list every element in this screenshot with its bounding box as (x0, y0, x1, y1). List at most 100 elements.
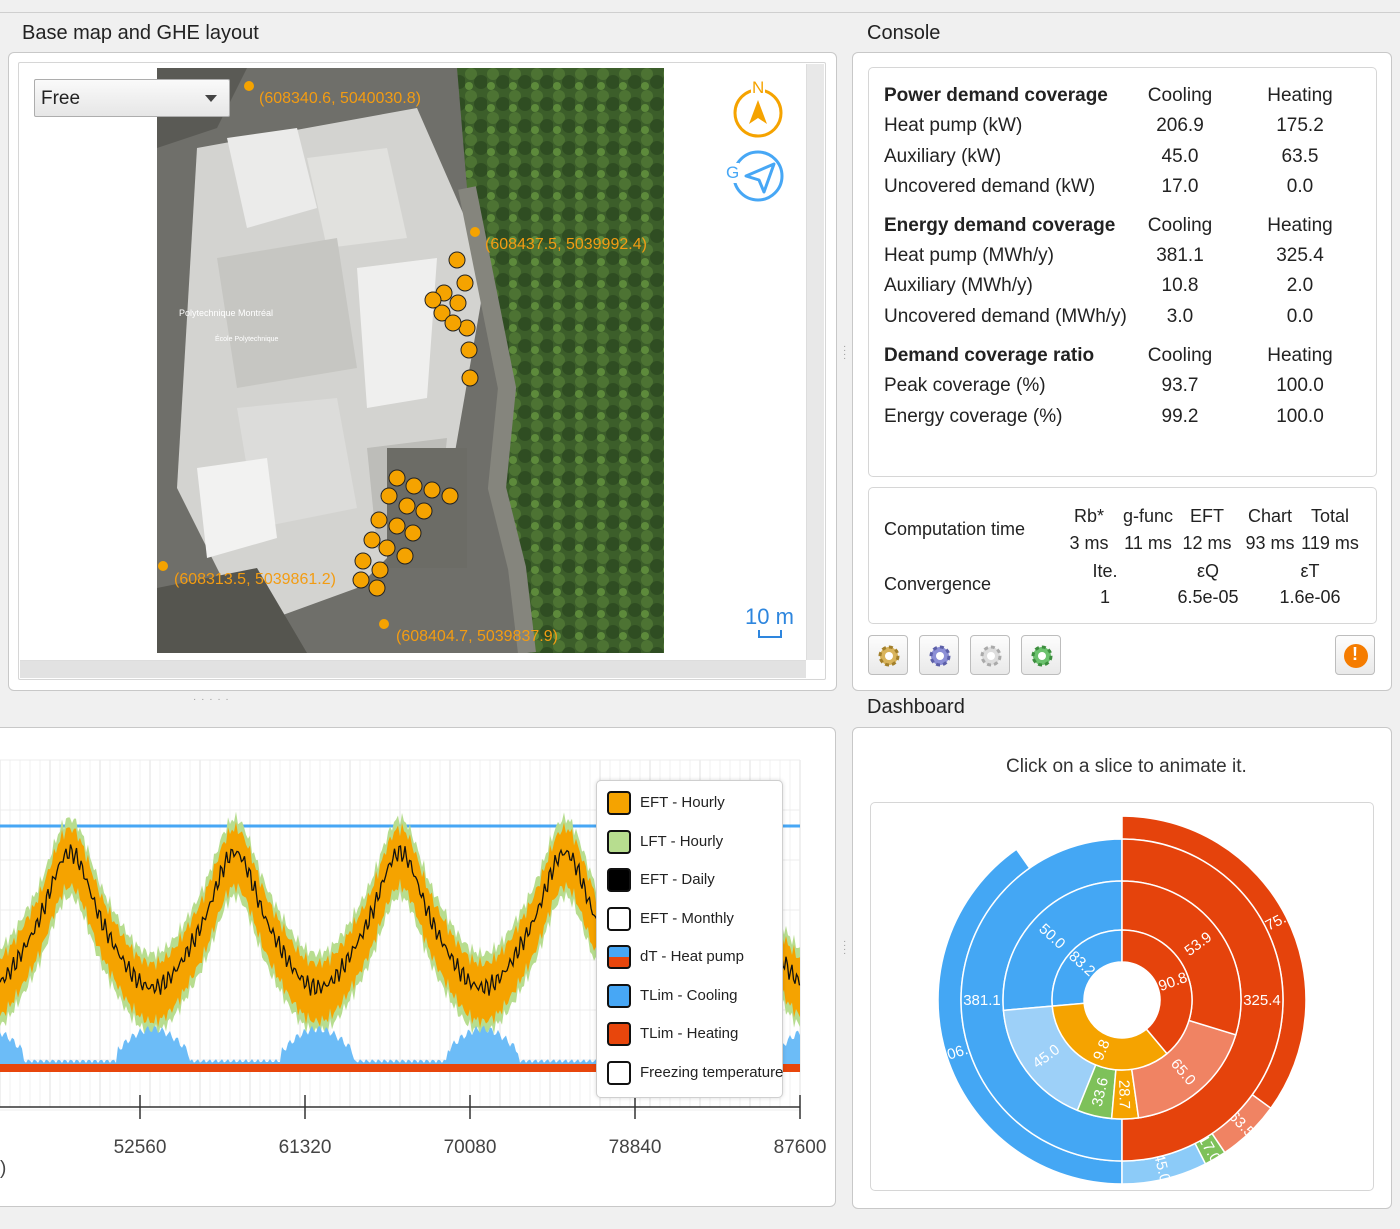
ratio-row-cooling: 93.7 (1161, 375, 1199, 396)
computation-value: 3 ms (1069, 533, 1109, 553)
power-row-label: Heat pump (kW) (884, 115, 1023, 136)
splitter-handle-v[interactable]: · · · · (843, 936, 847, 959)
compass-north-icon[interactable]: N (730, 78, 786, 140)
convergence-header: Ite. (1092, 561, 1118, 581)
power-col-cooling: Cooling (1147, 85, 1213, 106)
power-row-label: Auxiliary (kW) (884, 146, 1002, 167)
coord-right: (608437.5, 5039992.4) (485, 236, 647, 253)
chevron-down-icon (205, 95, 217, 102)
power-row-label: Uncovered demand (kW) (884, 176, 1096, 197)
coverage-table: Power demand coverage Cooling Heating He… (884, 84, 1364, 444)
convergence-value: 6.5e-05 (1177, 587, 1239, 607)
computation-value: 119 ms (1301, 533, 1359, 553)
computation-header: Rb* (1073, 506, 1104, 526)
legend-label: EFT - Hourly (640, 794, 725, 811)
settings-button-2[interactable] (919, 635, 959, 675)
legend-label: LFT - Hourly (640, 833, 724, 850)
computation-value: 11 ms (1124, 533, 1172, 553)
warning-symbol: ! (1352, 644, 1358, 664)
gear-icon (980, 645, 1002, 667)
computation-value: 93 ms (1245, 533, 1295, 553)
convergence-value: 1 (1099, 587, 1110, 607)
computation-table: Computation time Rb* g-func EFT Chart To… (884, 503, 1364, 613)
computation-header: Chart (1247, 506, 1292, 526)
warning-button[interactable]: ! (1335, 635, 1375, 675)
x-tick-label: 52560 (114, 1137, 167, 1158)
ratio-row-label: Energy coverage (%) (884, 406, 1063, 427)
compass-letter: N (751, 78, 766, 98)
computation-value: 12 ms (1182, 533, 1232, 553)
legend-label: EFT - Monthly (640, 910, 734, 927)
splitter-handle-v[interactable]: · · · · (843, 341, 847, 364)
settings-button-3[interactable] (970, 635, 1010, 675)
settings-button-4[interactable] (1021, 635, 1061, 675)
gear-icon (929, 645, 951, 667)
sunburst-slice-label: 325.4 (1243, 992, 1281, 1009)
legend-swatch (607, 791, 631, 815)
sunburst-slice-label: 33.6 (1089, 1076, 1112, 1108)
console-title: Console (867, 22, 941, 44)
dashboard-hint: Click on a slice to animate it. (1006, 756, 1247, 777)
coord-bottom-left: (608313.5, 5039861.2) (174, 571, 336, 588)
map-mode-value: Free (41, 88, 81, 109)
ratio-row-heating: 100.0 (1276, 406, 1324, 427)
power-row-cooling: 206.9 (1156, 115, 1204, 136)
ratio-header: Demand coverage ratio (884, 345, 1095, 366)
legend-swatch (607, 830, 631, 854)
energy-col-heating: Heating (1267, 215, 1333, 236)
convergence-header: εT (1300, 561, 1320, 581)
legend-label: Freezing temperature (640, 1064, 784, 1081)
computation-header: Total (1310, 506, 1350, 526)
x-tick-label: 87600 (774, 1137, 827, 1158)
legend-swatch (607, 868, 631, 892)
convergence-value: 1.6e-06 (1279, 587, 1341, 607)
ratio-row-cooling: 99.2 (1161, 406, 1199, 427)
coverage-table-box (868, 67, 1377, 477)
settings-button-1[interactable] (868, 635, 908, 675)
sunburst-slice-label: 9.8 (1090, 1037, 1114, 1063)
energy-row-cooling: 3.0 (1166, 306, 1194, 327)
sunburst-center (1084, 962, 1160, 1038)
power-col-heating: Heating (1267, 85, 1333, 106)
gear-icon (878, 645, 900, 667)
gear-icon (1031, 645, 1053, 667)
legend-label: dT - Heat pump (640, 948, 744, 965)
map-mode-select[interactable]: Free (34, 79, 230, 117)
energy-row-cooling: 10.8 (1161, 275, 1199, 296)
sunburst-slice-label: 28.7 (1115, 1080, 1133, 1110)
tlim-heating-line (0, 1064, 800, 1072)
energy-row-label: Uncovered demand (MWh/y) (884, 306, 1127, 327)
locate-icon[interactable]: G (726, 150, 786, 202)
map-horizontal-scrollbar[interactable] (20, 660, 806, 678)
energy-col-cooling: Cooling (1147, 215, 1213, 236)
map-vertical-scrollbar[interactable] (806, 64, 824, 660)
energy-row-heating: 0.0 (1286, 306, 1314, 327)
satellite-map[interactable]: Polytechnique Montréal École Polytechniq… (157, 68, 664, 653)
ratio-col-heating: Heating (1267, 345, 1333, 366)
legend-swatch (607, 1061, 631, 1085)
top-divider (0, 12, 1400, 13)
power-row-cooling: 17.0 (1161, 176, 1199, 197)
chart-legend: EFT - Hourly LFT - Hourly EFT - Daily EF… (596, 780, 783, 1098)
ratio-col-cooling: Cooling (1147, 345, 1213, 366)
computation-time-label: Computation time (884, 519, 1026, 539)
convergence-label: Convergence (884, 574, 992, 594)
energy-row-cooling: 381.1 (1156, 245, 1204, 266)
splitter-handle-h[interactable]: · · · · · (193, 694, 230, 705)
energy-header: Energy demand coverage (884, 215, 1116, 236)
map-scale-label: 10 m (745, 604, 794, 629)
map-section-title: Base map and GHE layout (22, 22, 259, 44)
legend-swatch (607, 1022, 631, 1046)
power-header: Power demand coverage (884, 85, 1108, 106)
x-tick-label: 61320 (279, 1137, 332, 1158)
energy-row-label: Auxiliary (MWh/y) (884, 275, 1033, 296)
energy-row-label: Heat pump (MWh/y) (884, 245, 1054, 266)
power-row-heating: 0.0 (1286, 176, 1314, 197)
legend-label: TLim - Heating (640, 1025, 739, 1042)
convergence-header: εQ (1196, 561, 1220, 581)
computation-header: g-func (1122, 506, 1174, 526)
legend-label: EFT - Daily (640, 871, 715, 888)
legend-swatch (607, 984, 631, 1008)
computation-box (868, 487, 1377, 624)
